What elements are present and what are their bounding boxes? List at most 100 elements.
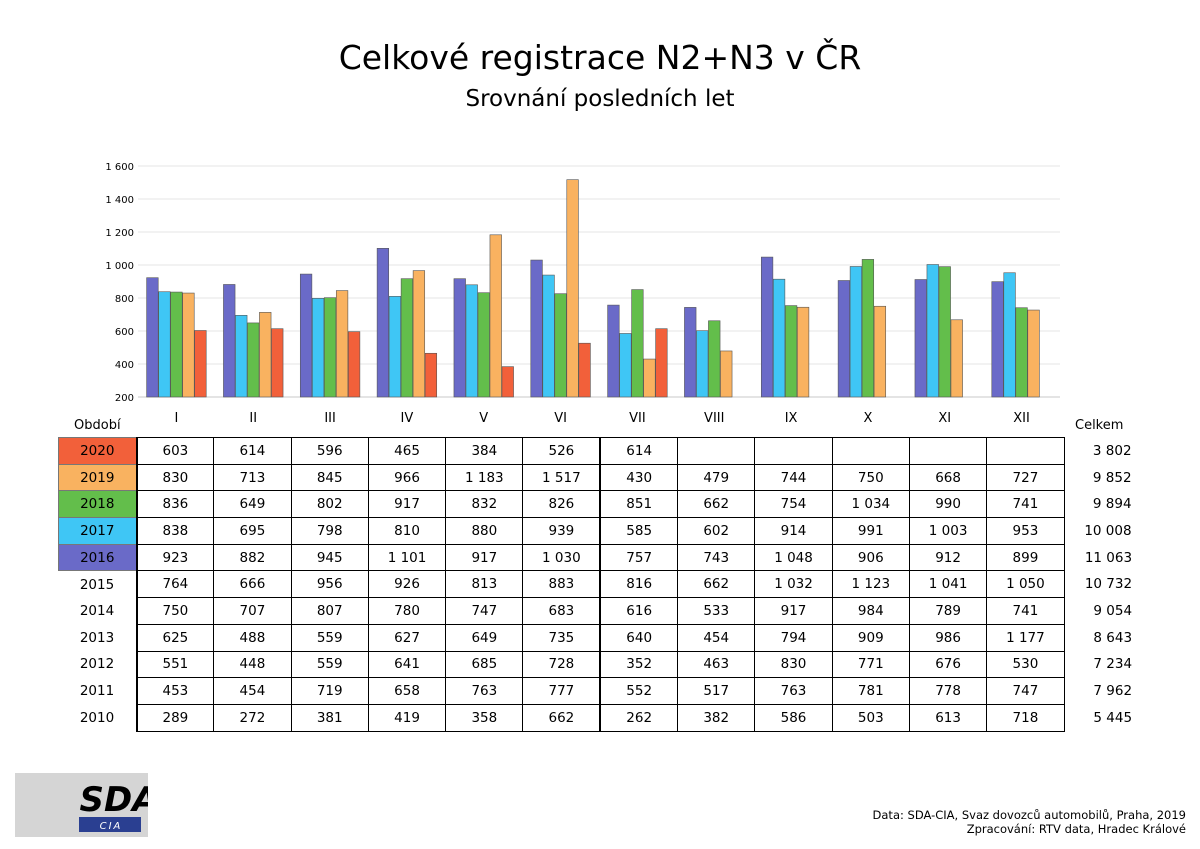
year-cell: 2011	[79, 683, 115, 700]
bar-2020-V	[501, 366, 514, 398]
value-cell: 559	[290, 650, 369, 679]
x-tick-label: VI	[554, 411, 567, 426]
table-row: 2012 551 448 559 641 685 728 352 463 830 771 676 530…	[59, 650, 1139, 679]
y-tick-label: 200	[115, 393, 134, 404]
chart-subtitle: Srovnání posledních let	[465, 86, 735, 112]
bar-2019-IV	[412, 270, 426, 398]
bar-2016-XI	[914, 279, 927, 398]
logo-subtext: CIA	[100, 821, 123, 832]
value-cell: 358	[445, 703, 524, 732]
value-cell: 586	[754, 703, 833, 732]
value-cell: 1 101	[367, 543, 447, 572]
value-cell: 719	[290, 677, 369, 705]
value-cell: 781	[831, 677, 910, 705]
total-cell: 7 234	[1093, 656, 1133, 673]
bar-2020-I	[194, 330, 207, 398]
table-row: 2019 830 713 845 966 1 183 1 517 430 479 744 750 66…	[58, 463, 1139, 492]
value-cell: 990	[908, 490, 988, 519]
value-cell: 816	[599, 570, 679, 599]
value-cell: 754	[754, 490, 833, 519]
total-cell: 10 732	[1084, 576, 1133, 593]
value-cell: 488	[213, 623, 292, 652]
value-cell: 662	[677, 490, 756, 519]
bar-2016-XII	[991, 281, 1004, 398]
sda-cia-logo: SDA CIA	[15, 773, 148, 837]
value-cell: 503	[831, 703, 910, 732]
value-cell: 771	[831, 650, 910, 679]
value-cell: 1 032	[754, 570, 833, 599]
value-cell: 747	[445, 597, 524, 625]
x-tick-label: III	[324, 411, 336, 426]
bar-2018-VI	[554, 293, 567, 398]
value-cell: 658	[367, 677, 447, 705]
value-cell: 289	[135, 703, 215, 732]
value-cell: 662	[677, 570, 756, 599]
value-cell: 614	[599, 437, 679, 465]
value-cell: 384	[445, 437, 524, 465]
bar-2016-X	[837, 280, 851, 398]
bar-2018-X	[861, 259, 875, 398]
data-table: 2020 603 614 596 465 384 526 614 3 802 2019 830 713…	[58, 437, 1139, 732]
period-label: Období	[74, 418, 121, 433]
bar-2020-IV	[424, 352, 438, 398]
value-cell: 649	[213, 490, 292, 519]
value-cell: 750	[831, 463, 910, 492]
value-cell: 603	[135, 437, 215, 465]
bar-2017-III	[311, 298, 325, 398]
value-cell: 616	[599, 597, 679, 625]
source-note: Data: SDA-CIA, Svaz dovozců automobilů, …	[873, 808, 1186, 836]
value-cell: 381	[290, 703, 369, 732]
value-cell: 917	[754, 597, 833, 625]
year-cell: 2013	[79, 629, 115, 646]
value-cell: 802	[290, 490, 369, 519]
y-tick-label: 1 400	[105, 195, 134, 206]
value-cell: 926	[367, 570, 447, 599]
value-cell: 641	[367, 650, 447, 679]
value-cell: 649	[445, 623, 524, 652]
chart-title: Celkové registrace N2+N3 v ČR	[338, 38, 862, 77]
year-cell: 2010	[79, 709, 115, 726]
value-cell: 676	[908, 650, 988, 679]
value-cell: 945	[290, 543, 369, 572]
value-cell: 777	[522, 677, 601, 705]
total-cell: 9 852	[1092, 469, 1132, 486]
value-cell: 763	[754, 677, 833, 705]
table-row: 2016 923 882 945 1 101 917 1 030 757 743 1 048 906…	[58, 543, 1139, 572]
value-cell: 272	[213, 703, 292, 732]
year-cell: 2017	[58, 517, 137, 545]
value-cell: 662	[522, 703, 601, 732]
value-cell: 640	[599, 623, 679, 652]
total-cell: 9 894	[1092, 496, 1132, 513]
value-cell: 1 003	[908, 517, 988, 545]
value-cell: 747	[986, 677, 1065, 705]
value-cell: 1 034	[831, 490, 910, 519]
bar-2017-XI	[926, 264, 939, 398]
value-cell: 838	[135, 517, 215, 545]
bar-2016-VI	[530, 259, 543, 398]
value-cell: 984	[831, 597, 910, 625]
value-cell: 1 030	[522, 543, 601, 572]
value-cell: 757	[599, 543, 679, 572]
value-cell: 763	[445, 677, 524, 705]
value-cell: 596	[290, 437, 369, 465]
bar-2018-I	[170, 291, 183, 398]
x-tick-label: IV	[401, 411, 414, 426]
bar-2020-VI	[578, 342, 591, 398]
value-cell: 966	[367, 463, 447, 492]
value-cell: 668	[908, 463, 988, 492]
bar-2018-XI	[938, 266, 951, 398]
value-cell: 764	[135, 570, 215, 599]
value-cell: 914	[754, 517, 833, 545]
bar-2018-XII	[1015, 307, 1028, 398]
value-cell: 614	[213, 437, 292, 465]
bar-2017-VII	[619, 333, 632, 398]
bar-2017-II	[235, 315, 248, 398]
value-cell: 986	[908, 623, 988, 652]
bar-2019-XII	[1027, 309, 1040, 398]
bar-2017-XII	[1003, 272, 1016, 398]
value-cell: 836	[135, 490, 215, 519]
bar-2019-IX	[796, 306, 810, 398]
bar-2018-VIII	[708, 320, 721, 398]
bar-2017-V	[465, 284, 478, 398]
x-tick-label: I	[174, 411, 178, 426]
